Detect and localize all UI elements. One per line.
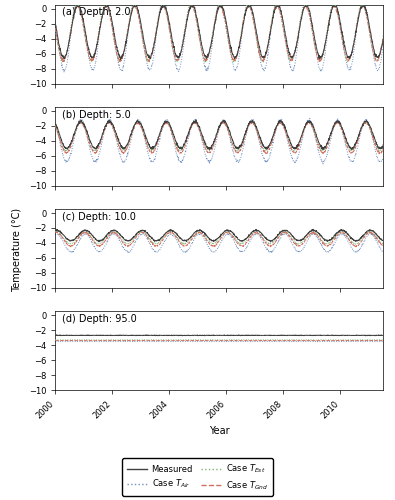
X-axis label: Year: Year xyxy=(209,426,229,436)
Text: (d) Depth: 95.0: (d) Depth: 95.0 xyxy=(62,314,137,324)
Text: (b) Depth: 5.0: (b) Depth: 5.0 xyxy=(62,110,131,120)
Text: (c) Depth: 10.0: (c) Depth: 10.0 xyxy=(62,212,136,222)
Text: (a) Depth: 2.0: (a) Depth: 2.0 xyxy=(62,8,130,18)
Legend: Measured, Case $T_{Air}$, Case $T_{Est}$, Case $T_{Gnd}$: Measured, Case $T_{Air}$, Case $T_{Est}$… xyxy=(122,458,273,496)
Text: Temperature (°C): Temperature (°C) xyxy=(12,208,22,292)
